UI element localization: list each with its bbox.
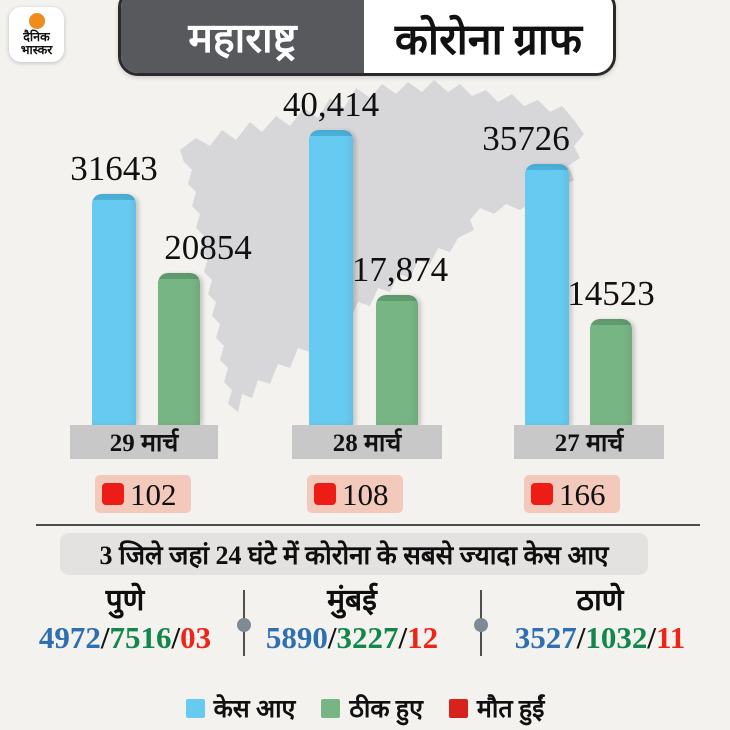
deaths-swatch-icon <box>448 698 468 718</box>
legend-label: ठीक हुए <box>349 696 423 723</box>
bar-recovered-29march <box>158 273 200 425</box>
region-title: महाराष्ट्र <box>188 15 297 61</box>
sun-icon <box>28 13 45 29</box>
logo-text: दैनिक भास्कर <box>21 31 53 57</box>
legend-item-cases: केस आए <box>185 691 296 725</box>
separator-dot-icon <box>474 618 488 632</box>
logo-line1: दैनिक <box>23 30 50 44</box>
district-thane: ठाणे 3527/1032/11 <box>495 584 705 656</box>
legend: केस आए ठीक हुए मौत हुईं <box>0 691 730 725</box>
district-cases: 3527 <box>514 620 577 655</box>
bar-cases-27march <box>525 164 569 425</box>
legend-item-recovered: ठीक हुए <box>321 691 423 725</box>
district-numbers: 5890/3227/12 <box>257 620 447 656</box>
page-title: कोरोना ग्राफ <box>394 16 583 64</box>
district-deaths: 03 <box>180 620 212 655</box>
slash: / <box>398 620 408 655</box>
bar-recovered-27march <box>590 319 632 425</box>
district-name: ठाणे <box>576 584 624 617</box>
legend-item-deaths: मौत हुईं <box>448 691 545 725</box>
deaths-square-icon <box>314 483 336 505</box>
deaths-count: 108 <box>342 476 389 512</box>
district-deaths: 12 <box>407 620 439 655</box>
district-deaths: 11 <box>655 620 686 655</box>
slash: / <box>100 620 110 655</box>
date-label-29march: 29 मार्च <box>70 425 218 459</box>
slash: / <box>576 620 586 655</box>
deaths-pill-29march: 102 <box>95 475 191 513</box>
header-region-box: महाराष्ट्र <box>121 0 364 73</box>
header-title-box: कोरोना ग्राफ <box>364 0 613 73</box>
district-pune: पुणे 4972/7516/03 <box>20 584 230 656</box>
deaths-pill-28march: 108 <box>307 475 403 513</box>
district-name: पुणे <box>105 584 145 617</box>
legend-label: मौत हुईं <box>476 696 545 723</box>
recovered-swatch-icon <box>321 698 341 718</box>
districts-heading: 3 जिले जहां 24 घंटे में कोरोना के सबसे ज… <box>60 533 648 575</box>
logo-line2: भास्कर <box>20 43 53 57</box>
value-label-cases-28march: 40,414 <box>282 85 380 124</box>
bar-cases-29march <box>92 194 136 425</box>
bar-recovered-28march <box>376 295 418 425</box>
legend-label: केस आए <box>213 696 296 723</box>
district-numbers: 3527/1032/11 <box>495 620 705 656</box>
district-numbers: 4972/7516/03 <box>20 620 230 656</box>
maharashtra-map-silhouette <box>180 80 584 412</box>
slash: / <box>327 620 337 655</box>
header-banner: महाराष्ट्र कोरोना ग्राफ <box>118 0 616 76</box>
district-mumbai: मुंबई 5890/3227/12 <box>257 584 447 656</box>
cases-swatch-icon <box>185 698 205 718</box>
dainik-bhaskar-logo: दैनिक भास्कर <box>9 7 64 62</box>
value-label-recovered-29march: 20854 <box>164 228 252 267</box>
value-label-cases-29march: 31643 <box>70 149 158 188</box>
bar-cases-28march <box>309 130 353 425</box>
district-recovered: 7516 <box>109 620 172 655</box>
district-recovered: 1032 <box>585 620 648 655</box>
district-cases: 4972 <box>38 620 101 655</box>
date-label-28march: 28 मार्च <box>292 425 442 459</box>
deaths-pill-27march: 166 <box>524 475 620 513</box>
deaths-square-icon <box>102 483 124 505</box>
separator-dot-icon <box>237 618 251 632</box>
date-label-27march: 27 मार्च <box>514 425 664 459</box>
district-cases: 5890 <box>265 620 328 655</box>
deaths-count: 102 <box>130 476 177 512</box>
deaths-square-icon <box>531 483 553 505</box>
divider-line <box>36 524 700 526</box>
district-recovered: 3227 <box>336 620 399 655</box>
deaths-count: 166 <box>559 476 606 512</box>
value-label-recovered-27march: 14523 <box>567 274 655 313</box>
slash: / <box>171 620 181 655</box>
district-name: मुंबई <box>327 584 377 617</box>
value-label-cases-27march: 35726 <box>482 119 570 158</box>
value-label-recovered-28march: 17,874 <box>351 250 449 289</box>
slash: / <box>647 620 656 655</box>
